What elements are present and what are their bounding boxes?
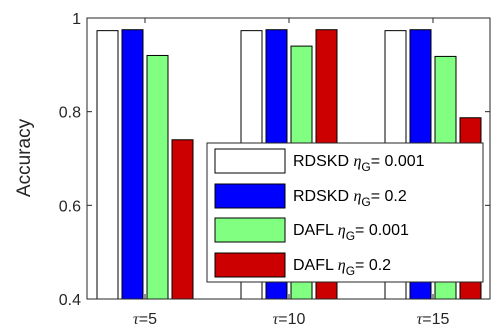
legend-label-1: RDSKD ηG= 0.001 [293, 153, 425, 174]
legend-swatch-1 [214, 148, 286, 174]
legend-swatch-3 [214, 217, 286, 243]
x-tick-label: τ=5 [133, 311, 157, 328]
legend-swatch-4 [214, 252, 286, 278]
bar-series-2-cat-1 [121, 29, 144, 300]
bar-series-4-cat-1 [171, 139, 194, 300]
legend-swatch-2 [214, 183, 286, 209]
legend-label-2: RDSKD ηG= 0.2 [293, 188, 407, 209]
bar-series-3-cat-1 [146, 54, 169, 300]
x-tick-label: τ=15 [417, 311, 450, 328]
legend-label-4: DAFL ηG= 0.2 [293, 257, 391, 278]
legend: RDSKD ηG= 0.001 RDSKD ηG= 0.2 DAFL ηG= 0.0… [206, 142, 484, 283]
ticks-layer: 0.4 0.6 0.8 1 τ=5 τ=10 τ=15 [59, 11, 490, 328]
y-tick-label: 0.6 [59, 198, 81, 215]
x-tick-label: τ=10 [273, 311, 306, 328]
y-tick-label: 0.8 [59, 105, 81, 122]
y-axis-label: Accuracy [14, 118, 35, 197]
legend-label-3: DAFL ηG= 0.001 [293, 222, 409, 243]
y-tick-label: 0.4 [59, 292, 81, 309]
y-tick-label: 1 [72, 11, 81, 28]
bar-series-1-cat-1 [96, 30, 119, 300]
